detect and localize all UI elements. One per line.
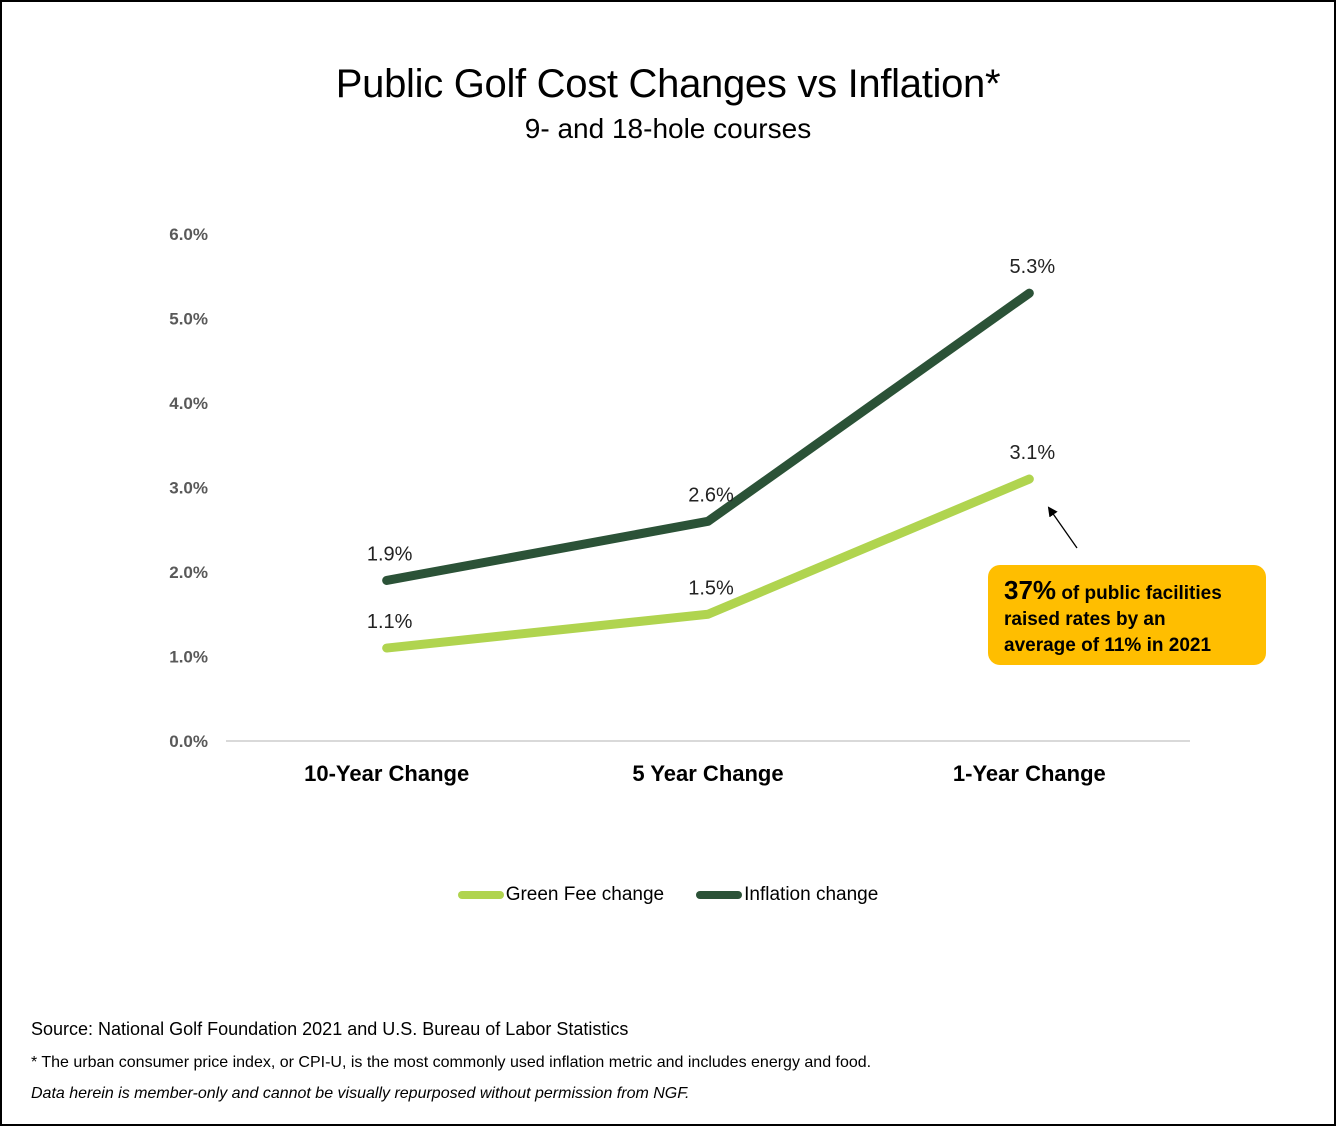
x-tick-label: 5 Year Change [632, 761, 783, 786]
data-label: 5.3% [1010, 256, 1056, 278]
y-tick-label: 2.0% [169, 563, 208, 582]
y-tick-label: 0.0% [169, 732, 208, 751]
data-labels: 1.1% 1.5% 3.1% 1.9% 2.6% 5.3% [367, 256, 1055, 633]
y-axis: 0.0% 1.0% 2.0% 3.0% 4.0% 5.0% 6.0% [169, 225, 208, 751]
y-tick-label: 3.0% [169, 479, 208, 498]
y-tick-label: 5.0% [169, 310, 208, 329]
x-axis: 10-Year Change 5 Year Change 1-Year Change [304, 761, 1106, 786]
y-tick-label: 1.0% [169, 648, 208, 667]
source-note: Source: National Golf Foundation 2021 an… [31, 1019, 629, 1039]
legend-swatch-green-fee [457, 891, 504, 899]
chart-subtitle: 9- and 18-hole courses [524, 113, 812, 144]
legend-item-green-fee[interactable]: Green Fee change [457, 884, 665, 906]
data-label: 1.5% [688, 577, 734, 599]
data-label: 2.6% [688, 484, 734, 506]
data-label: 3.1% [1010, 442, 1056, 464]
chart-title: Public Golf Cost Changes vs Inflation* [335, 62, 1001, 106]
series-group [382, 288, 1034, 653]
arrow-icon [1047, 506, 1078, 549]
legend: Green Fee change Inflation change [0, 884, 1336, 906]
data-label: 1.1% [367, 611, 413, 633]
callout-highlight: 37% [1004, 575, 1057, 605]
disclaimer: Data herein is member-only and cannot be… [31, 1085, 690, 1102]
x-tick-label: 1-Year Change [953, 761, 1106, 786]
legend-item-inflation[interactable]: Inflation change [696, 884, 878, 906]
legend-label-inflation: Inflation change [744, 884, 879, 905]
callout-line1: of public facilities [1061, 583, 1222, 604]
callout-line2: raised rates by an [1004, 609, 1166, 630]
annotation-arrow [1047, 506, 1078, 549]
legend-label-green-fee: Green Fee change [505, 884, 665, 905]
y-tick-label: 4.0% [169, 394, 208, 413]
cpi-footnote: * The urban consumer price index, or CPI… [31, 1054, 872, 1071]
series-line-inflation-change[interactable] [382, 288, 1034, 585]
legend-swatch-inflation [696, 891, 743, 899]
x-tick-label: 10-Year Change [304, 761, 469, 786]
y-tick-label: 6.0% [169, 225, 208, 244]
callout-line3: average of 11% in 2021 [1004, 635, 1212, 656]
annotation-callout: 37% of public facilities raised rates by… [988, 565, 1266, 665]
data-label: 1.9% [367, 543, 413, 565]
series-line-green-fee-change[interactable] [382, 474, 1034, 653]
